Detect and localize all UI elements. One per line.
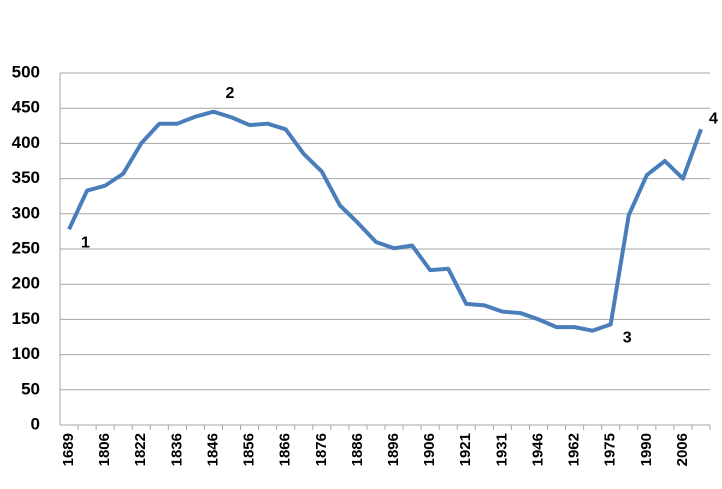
y-tick-label: 500 [12,62,40,81]
x-tick-label: 1906 [421,433,438,466]
y-tick-label: 350 [12,168,40,187]
x-tick-label: 1896 [385,433,402,466]
y-tick-label: 450 [12,98,40,117]
y-tick-label: 250 [12,238,40,257]
x-tick-label: 1886 [349,433,366,466]
x-tick-label: 1876 [313,433,330,466]
x-tick-label: 1822 [132,433,149,466]
y-tick-label: 200 [12,274,40,293]
y-tick-label: 150 [12,309,40,328]
y-tick-label: 0 [31,414,40,433]
y-tick-label: 50 [21,379,40,398]
x-tick-label: 1856 [241,433,258,466]
x-tick-label: 2006 [674,433,691,466]
x-tick-label: 1866 [277,433,294,466]
x-tick-label: 1946 [529,433,546,466]
point-label: 2 [225,85,234,102]
x-tick-label: 1962 [566,433,583,466]
x-tick-label: 1806 [96,433,113,466]
x-tick-label: 1990 [638,433,655,466]
x-tick-label: 1921 [457,433,474,466]
x-tick-label: 1846 [204,433,221,466]
x-tick-label: 1689 [60,433,77,466]
y-tick-label: 400 [12,133,40,152]
point-label: 3 [623,330,632,347]
point-label: 4 [709,111,718,128]
x-tick-label: 1975 [602,433,619,466]
x-tick-label: 1836 [168,433,185,466]
x-tick-label: 1931 [493,433,510,466]
line-series [67,109,703,333]
y-tick-label: 300 [12,203,40,222]
y-tick-label: 100 [12,344,40,363]
point-label: 1 [81,235,90,252]
